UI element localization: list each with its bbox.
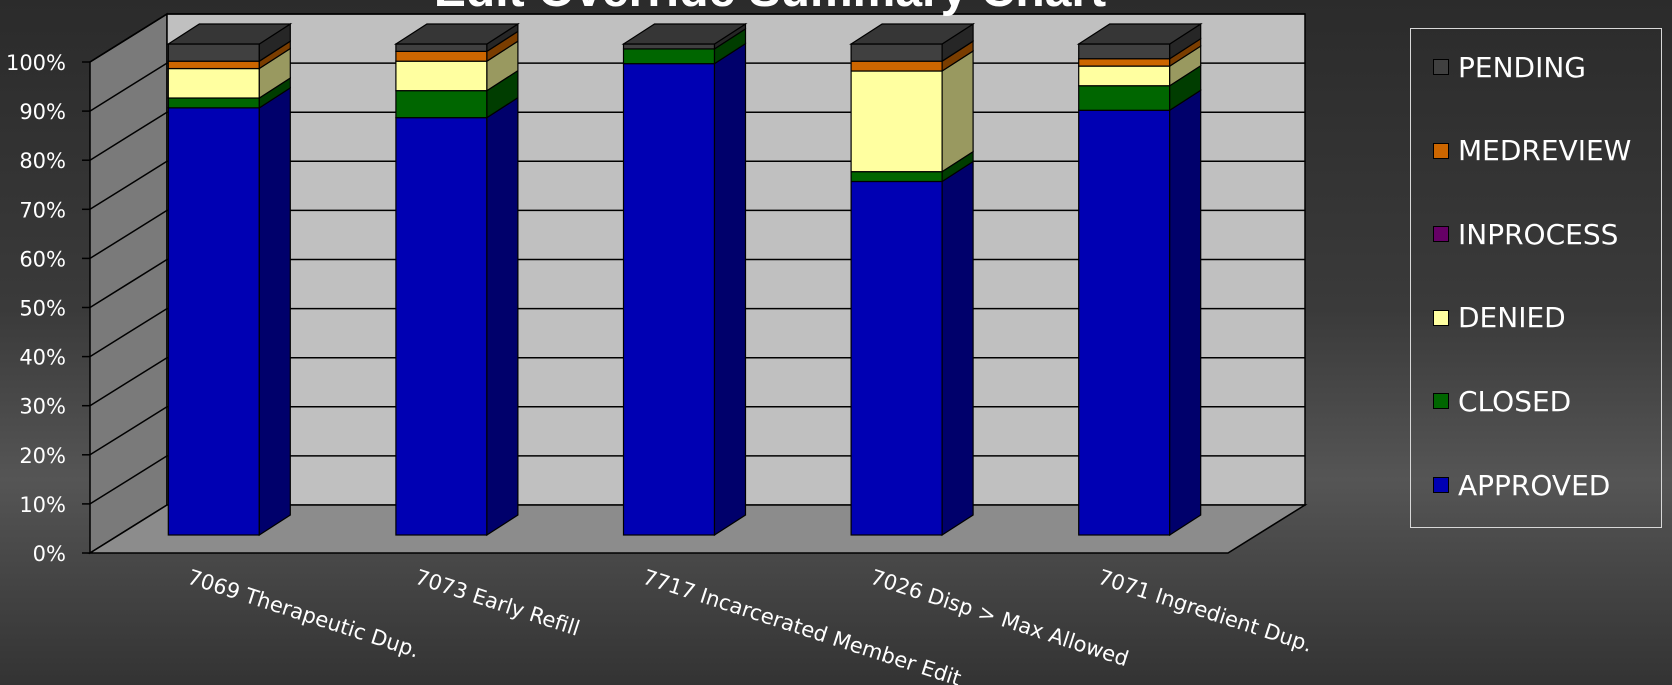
legend-swatch	[1433, 142, 1449, 159]
bar-group	[166, 22, 293, 537]
bar-group	[849, 22, 976, 537]
y-tick-label: 90%	[19, 100, 66, 124]
bar-segment-denied	[850, 70, 943, 173]
x-tick-label: 7069 Therapeutic Dup.	[185, 565, 423, 663]
legend-item-medreview: MEDREVIEW	[1433, 134, 1632, 168]
legend-item-pending: PENDING	[1433, 50, 1586, 84]
bar-side-approved	[258, 86, 291, 537]
y-tick-label: 20%	[19, 444, 66, 468]
bar-side-approved	[486, 96, 519, 537]
y-tick-label: 60%	[19, 247, 66, 271]
legend-label: CLOSED	[1458, 384, 1572, 418]
legend-swatch	[1433, 59, 1449, 75]
legend: PENDING MEDREVIEW INPROCESS DENIED CLOSED APP…	[1410, 28, 1662, 528]
legend-item-approved: APPROVED	[1433, 468, 1611, 502]
bar-group	[621, 22, 748, 537]
gridline-side	[89, 307, 168, 358]
gridline-side	[89, 160, 168, 210]
bar-group	[393, 22, 520, 537]
bar-segment-closed	[395, 90, 488, 119]
y-tick-label: 100%	[6, 51, 66, 75]
gridline-side	[89, 209, 168, 260]
x-tick-label: 7071 Ingredient Dup.	[1095, 565, 1315, 657]
legend-swatch	[1433, 226, 1449, 243]
bar-segment-approved	[167, 107, 260, 536]
legend-swatch	[1433, 477, 1449, 493]
bars	[166, 22, 1203, 537]
bar-segment-pending	[1078, 43, 1171, 60]
bar-segment-denied	[1078, 65, 1171, 87]
gridline-side	[89, 13, 168, 63]
bar-segment-closed	[167, 97, 260, 109]
x-tick-label: 7073 Early Refill	[412, 565, 582, 641]
legend-label: MEDREVIEW	[1458, 134, 1632, 168]
legend-label: INPROCESS	[1458, 217, 1619, 251]
bar-side-denied	[941, 49, 974, 173]
legend-item-inprocess: INPROCESS	[1433, 217, 1619, 251]
y-tick-label: 80%	[19, 149, 66, 173]
bar-top	[393, 23, 520, 45]
bar-segment-closed	[850, 171, 943, 183]
bar-segment-medreview	[167, 60, 260, 70]
bar-top	[1076, 23, 1203, 45]
gridline-side	[89, 357, 168, 407]
gridline-side	[89, 111, 168, 161]
legend-label: DENIED	[1458, 301, 1566, 335]
bar-group	[1076, 22, 1203, 537]
bar-side-approved	[713, 42, 747, 537]
legend-item-closed: CLOSED	[1433, 384, 1572, 418]
legend-label: PENDING	[1458, 50, 1586, 84]
bar-segment-pending	[167, 43, 260, 62]
bar-segment-approved	[622, 63, 716, 536]
bar-segment-pending	[622, 43, 716, 50]
bar-segment-approved	[395, 117, 488, 536]
gridline-side	[89, 406, 168, 456]
bar-segment-pending	[395, 43, 488, 52]
bar-side-approved	[1169, 89, 1202, 537]
bar-segment-denied	[395, 60, 488, 92]
x-axis-ticks: 7069 Therapeutic Dup.7073 Early Refill 77…	[185, 565, 1316, 685]
bar-top	[849, 23, 976, 45]
bar-side-approved	[941, 160, 974, 537]
bar-segment-approved	[1078, 109, 1171, 536]
gridline-side	[89, 455, 168, 505]
gridline-side	[89, 62, 168, 112]
y-tick-label: 0%	[33, 542, 66, 566]
bar-segment-pending	[850, 43, 943, 62]
y-tick-label: 40%	[19, 346, 66, 370]
bar-top	[621, 23, 748, 45]
legend-swatch	[1433, 309, 1449, 326]
bar-segment-medreview	[1078, 58, 1171, 67]
bar-segment-approved	[850, 180, 943, 536]
bar-segment-denied	[167, 67, 260, 99]
y-tick-label: 50%	[19, 297, 66, 321]
gridline-side	[89, 258, 168, 309]
bar-segment-medreview	[395, 50, 488, 62]
y-tick-label: 30%	[19, 395, 66, 419]
legend-swatch	[1433, 393, 1449, 410]
bar-segment-closed	[1078, 85, 1171, 111]
legend-item-denied: DENIED	[1433, 301, 1566, 335]
legend-label: APPROVED	[1458, 468, 1611, 502]
bar-segment-closed	[622, 48, 716, 65]
y-axis-ticks: 0% 10% 20% 30% 40% 50% 60% 70% 80% 90% 100%	[6, 51, 90, 566]
y-tick-label: 10%	[19, 493, 66, 517]
y-tick-label: 70%	[19, 198, 66, 222]
bar-top	[166, 23, 293, 45]
chart-title: Edit Override Summary Chart	[434, 0, 1106, 17]
bar-segment-medreview	[850, 60, 943, 72]
